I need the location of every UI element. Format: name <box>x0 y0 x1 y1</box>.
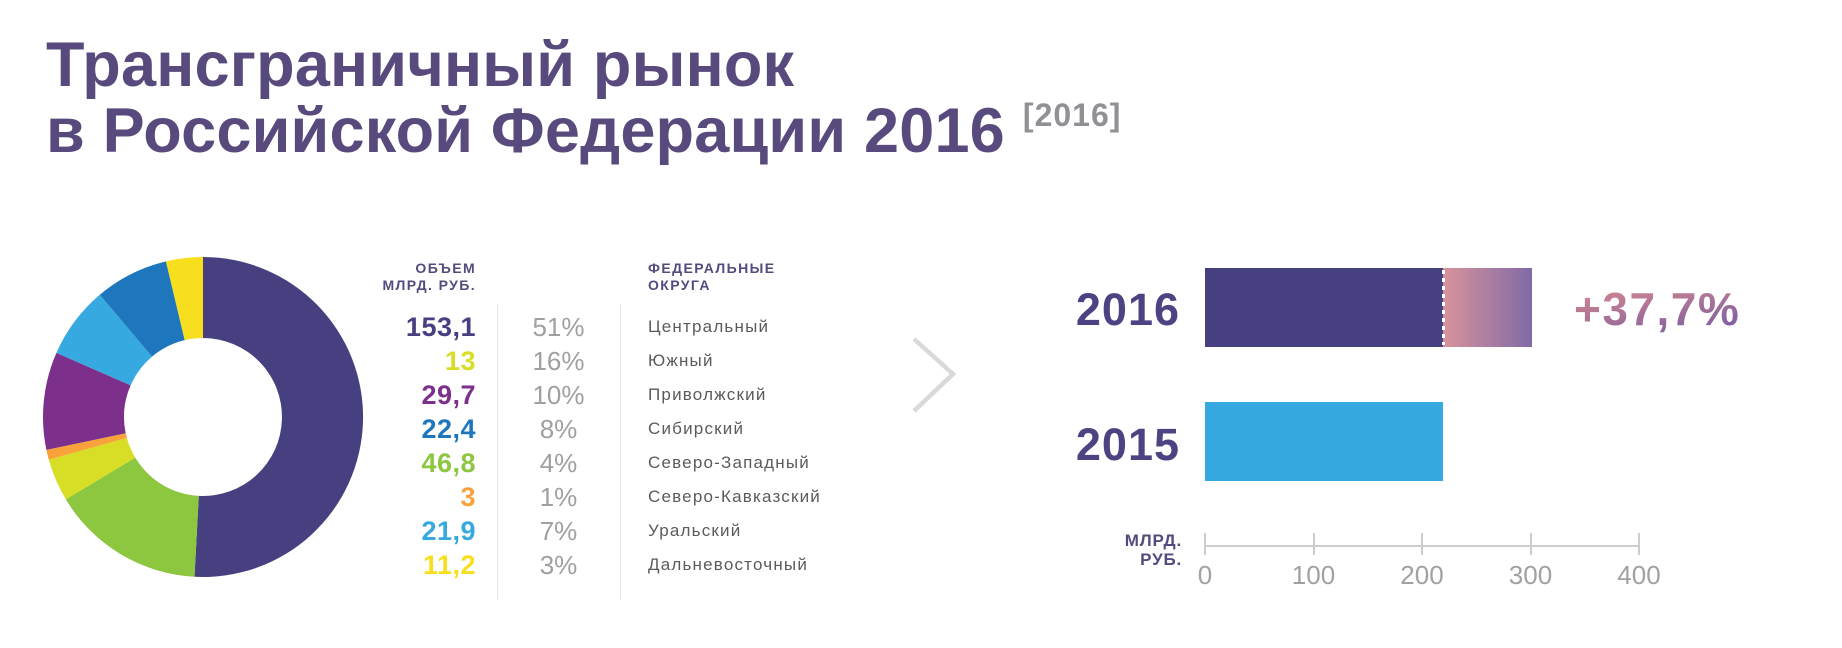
district-name: Центральный <box>648 317 770 336</box>
volume-value: 3 <box>460 481 476 512</box>
axis-tick-label: 200 <box>1400 560 1444 590</box>
growth-divider-dotted <box>1442 270 1445 345</box>
donut-segment-5 <box>43 352 131 450</box>
districts-header-line1: ФЕДЕРАЛЬНЫЕ <box>648 260 776 276</box>
growth-annotation: +37,7% <box>1574 283 1741 335</box>
bar-label-2016: 2016 <box>1075 284 1180 335</box>
volume-value: 11,2 <box>422 549 476 580</box>
district-name: Северо-Кавказский <box>648 487 821 506</box>
axis-tick-label: 400 <box>1617 560 1661 590</box>
donut-segment-4 <box>46 433 127 460</box>
district-name: Уральский <box>648 521 742 540</box>
donut-segment-6 <box>56 294 153 386</box>
volume-value: 22,4 <box>421 413 476 444</box>
axis-tick <box>1312 533 1315 555</box>
district-name: Приволжский <box>648 385 767 404</box>
donut-segment-3 <box>48 438 136 500</box>
axis-tick <box>1421 533 1423 555</box>
chevron-right-icon <box>912 337 957 413</box>
axis-tick-label: 0 <box>1197 560 1213 590</box>
district-name: Дальневосточный <box>648 555 809 574</box>
donut-segment-1 <box>194 257 364 577</box>
districts-table-rows: 153,1 51% Центральный 13 16% Южный 29,7 10% Прив… <box>360 310 960 582</box>
table-row: 11,2 3% Дальневосточный <box>360 548 960 582</box>
page-title-line2: в Российской Федерации 2016 <box>46 96 1005 166</box>
district-name: Северо-Западный <box>648 453 811 472</box>
table-row: 13 16% Южный <box>360 344 960 378</box>
share-percent: 51% <box>532 311 585 342</box>
volume-header-line2: МЛРД. РУБ. <box>382 277 476 293</box>
bar-2016-base-segment <box>1205 268 1443 347</box>
table-row: 46,8 4% Северо-Западный <box>360 446 960 480</box>
column-divider <box>497 304 498 600</box>
axis-tick <box>1204 533 1206 555</box>
districts-table: ОБЪЕМ МЛРД. РУБ. ФЕДЕРАЛЬНЫЕ ОКРУГА 153,… <box>360 252 960 612</box>
volume-column-header: ОБЪЕМ МЛРД. РУБ. <box>360 260 476 294</box>
axis-tick-label: 300 <box>1508 560 1553 590</box>
share-percent: 10% <box>532 379 585 410</box>
table-row: 22,4 8% Сибирский <box>360 412 960 446</box>
x-axis: 0 100 200 300 400 <box>1198 533 1661 593</box>
axis-unit-line2: РУБ. <box>1140 550 1182 569</box>
volume-value: 46,8 <box>421 447 476 478</box>
share-percent: 7% <box>539 515 578 546</box>
bar-2015 <box>1205 402 1443 481</box>
bar-2016-growth-segment <box>1443 268 1532 347</box>
district-name: Сибирский <box>648 419 745 438</box>
table-row: 29,7 10% Приволжский <box>360 378 960 412</box>
donut-chart <box>43 257 364 577</box>
share-percent: 4% <box>539 447 578 478</box>
volume-value: 29,7 <box>421 379 476 410</box>
table-row: 3 1% Северо-Кавказский <box>360 480 960 514</box>
volume-value: 153,1 <box>405 311 476 342</box>
share-percent: 16% <box>532 345 585 376</box>
axis-tick-label: 100 <box>1291 560 1336 590</box>
column-divider <box>620 304 621 600</box>
title-year-tag: [2016] <box>1022 97 1122 133</box>
page-title: Трансграничный рынок в Российской Федера… <box>46 32 1121 174</box>
share-percent: 3% <box>539 549 578 580</box>
district-name: Южный <box>648 351 714 370</box>
volume-header-line1: ОБЪЕМ <box>415 260 476 276</box>
bar-label-2015: 2015 <box>1075 419 1180 470</box>
share-percent: 8% <box>539 413 578 444</box>
axis-unit-line1: МЛРД. <box>1124 531 1182 550</box>
volume-value: 21,9 <box>421 515 476 546</box>
axis-tick <box>1529 533 1532 555</box>
page-title-line1: Трансграничный рынок <box>46 30 795 100</box>
donut-segment-8 <box>165 257 203 341</box>
axis-tick <box>1638 533 1640 555</box>
districts-header-line2: ОКРУГА <box>648 277 711 293</box>
donut-segment-7 <box>99 261 185 357</box>
districts-column-header: ФЕДЕРАЛЬНЫЕ ОКРУГА <box>648 260 775 294</box>
donut-segment-2 <box>65 457 199 577</box>
volume-value: 13 <box>444 345 476 376</box>
table-row: 21,9 7% Уральский <box>360 514 960 548</box>
share-percent: 1% <box>539 481 578 512</box>
axis-unit-label: МЛРД. РУБ. <box>1030 531 1182 569</box>
table-row: 153,1 51% Центральный <box>360 310 960 344</box>
